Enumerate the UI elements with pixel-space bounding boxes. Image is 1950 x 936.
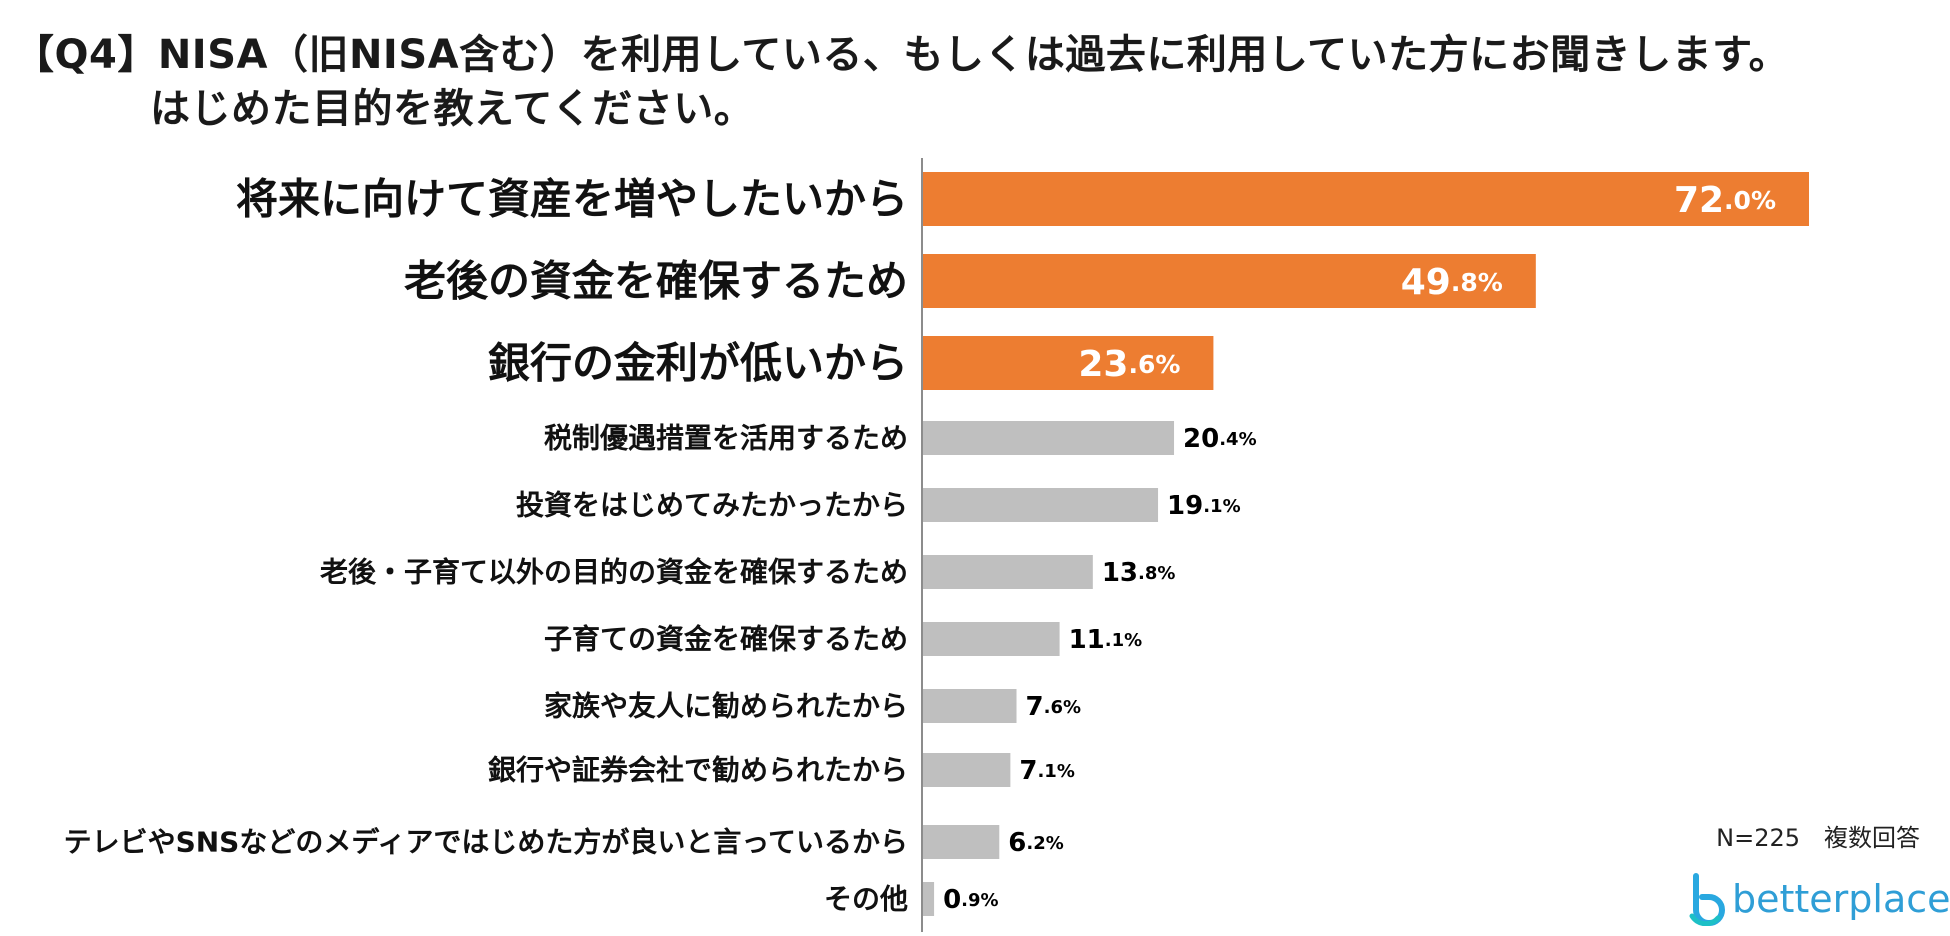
category-label: 将来に向けて資産を増やしたいから xyxy=(236,175,908,224)
category-label: その他 xyxy=(824,883,908,916)
bar xyxy=(923,336,1214,390)
bar xyxy=(923,753,1011,787)
value-label: 7.1% xyxy=(1019,756,1074,786)
bar xyxy=(923,172,1809,226)
chart-title: 【Q4】NISA（旧NISA含む）を利用している、もしくは過去に利用していた方に… xyxy=(14,28,1789,136)
sample-size-note: N=225 複数回答 xyxy=(1716,824,1920,852)
bar xyxy=(923,825,1000,859)
category-label: テレビやSNSなどのメディアではじめた方が良いと言っているから xyxy=(64,826,908,859)
value-label: 6.2% xyxy=(1008,828,1064,858)
category-label: 老後・子育て以外の目的の資金を確保するため xyxy=(320,556,908,589)
value-label: 49.8% xyxy=(1401,262,1503,303)
title-line-2: はじめた目的を教えてください。 xyxy=(150,86,755,132)
category-label: 銀行や証券会社で勧められたから xyxy=(488,754,908,787)
category-label: 税制優遇措置を活用するため xyxy=(544,422,908,455)
bar xyxy=(923,421,1175,455)
value-label: 23.6% xyxy=(1078,344,1180,385)
category-label: 家族や友人に勧められたから xyxy=(544,690,908,723)
bar xyxy=(923,555,1093,589)
category-label: 投資をはじめてみたかったから xyxy=(516,489,908,522)
value-label: 0.9% xyxy=(943,885,999,915)
value-label: 19.1% xyxy=(1167,491,1241,521)
bar xyxy=(923,622,1060,656)
value-label: 13.8% xyxy=(1102,558,1176,588)
value-label: 20.4% xyxy=(1183,424,1257,454)
betterplace-logo-icon xyxy=(1689,873,1725,926)
value-label: 11.1% xyxy=(1069,625,1143,655)
logo-text: betterplace xyxy=(1732,877,1950,921)
category-label: 子育ての資金を確保するため xyxy=(544,623,908,656)
category-label: 銀行の金利が低いから xyxy=(488,339,908,388)
title-line-1: 【Q4】NISA（旧NISA含む）を利用している、もしくは過去に利用していた方に… xyxy=(14,32,1790,78)
bar xyxy=(923,488,1159,522)
brand-logo: betterplace xyxy=(1686,872,1950,926)
bar xyxy=(923,254,1536,308)
value-label: 7.6% xyxy=(1026,692,1082,722)
bar xyxy=(923,882,935,916)
bar xyxy=(923,689,1017,723)
category-label: 老後の資金を確保するため xyxy=(404,257,908,306)
value-label: 72.0% xyxy=(1674,180,1776,221)
